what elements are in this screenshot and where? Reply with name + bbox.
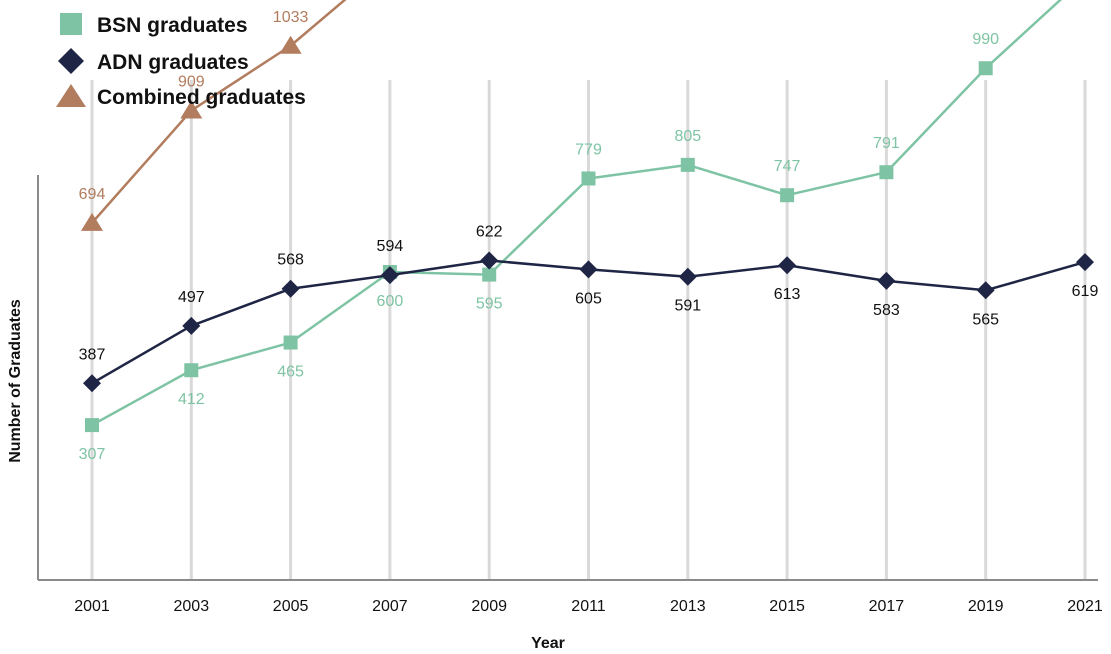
x-tick-label: 2021: [1067, 598, 1103, 615]
legend-label: Combined graduates: [97, 86, 306, 109]
x-tick-label: 2009: [471, 598, 507, 615]
data-point: [780, 188, 795, 203]
data-label: 605: [575, 290, 602, 307]
data-label: 747: [774, 158, 801, 175]
data-point: [83, 374, 101, 393]
data-label: 909: [178, 74, 205, 91]
x-tick-label: 2005: [273, 598, 309, 615]
data-label: 568: [277, 252, 304, 269]
data-point: [480, 251, 499, 270]
data-label: 622: [476, 224, 503, 241]
data-point: [81, 212, 103, 231]
data-point: [678, 267, 697, 286]
data-label: 600: [377, 293, 404, 310]
data-point: [581, 171, 596, 186]
data-label: 619: [1072, 283, 1099, 300]
data-label: 779: [575, 141, 602, 158]
data-point: [879, 165, 894, 180]
x-tick-labels: 2001 2003 2005 2007 2009 2011 2013 2015 2017 2019…: [74, 598, 1103, 615]
data-point: [184, 363, 199, 378]
y-axis-title: Number of Graduates: [7, 299, 24, 463]
data-label: 307: [79, 446, 106, 463]
data-label: 565: [972, 311, 999, 328]
legend-label: BSN graduates: [97, 14, 248, 37]
data-label: 591: [674, 298, 701, 315]
legend-marker: [56, 84, 86, 107]
x-tick-label: 2017: [869, 598, 905, 615]
data-labels: 3074124656005957798057477919901164387497…: [79, 9, 1099, 463]
data-label: 595: [476, 296, 503, 313]
legend-marker: [60, 13, 82, 35]
data-label: 613: [774, 286, 801, 303]
x-tick-label: 2011: [571, 598, 606, 615]
data-point: [1076, 253, 1094, 272]
data-label: 805: [674, 128, 701, 145]
legend: BSN graduates ADN graduates Combined gradu…: [56, 13, 306, 109]
data-point: [680, 157, 695, 172]
data-point: [877, 271, 896, 290]
data-label: 465: [277, 364, 304, 381]
data-label: 412: [178, 391, 205, 408]
data-point: [281, 279, 300, 298]
legend-label: ADN graduates: [97, 51, 249, 74]
data-point: [182, 316, 201, 335]
data-label: 583: [873, 302, 900, 319]
data-label: 387: [79, 346, 106, 363]
data-label: 694: [79, 186, 106, 203]
data-point: [482, 267, 497, 282]
data-point: [180, 100, 203, 119]
data-label: 1033: [273, 9, 309, 26]
x-tick-label: 2001: [74, 598, 110, 615]
data-point: [778, 256, 797, 275]
data-point: [279, 35, 302, 54]
x-tick-label: 2007: [372, 598, 408, 615]
data-point: [976, 281, 995, 300]
data-label: 594: [377, 238, 404, 255]
legend-marker: [58, 48, 84, 74]
data-label: 791: [873, 135, 900, 152]
data-point: [283, 335, 298, 350]
data-label: 497: [178, 289, 205, 306]
data-point: [978, 61, 993, 76]
series-line-3: [91, 0, 347, 224]
data-point: [85, 418, 99, 433]
series-markers: [81, 35, 1094, 433]
x-tick-label: 2019: [968, 598, 1004, 615]
x-axis-title: Year: [531, 635, 565, 652]
data-label: 990: [972, 31, 999, 48]
x-tick-label: 2015: [769, 598, 805, 615]
data-point: [579, 260, 598, 279]
x-tick-label: 2013: [670, 598, 706, 615]
x-tick-label: 2003: [174, 598, 210, 615]
data-point: [380, 266, 399, 285]
